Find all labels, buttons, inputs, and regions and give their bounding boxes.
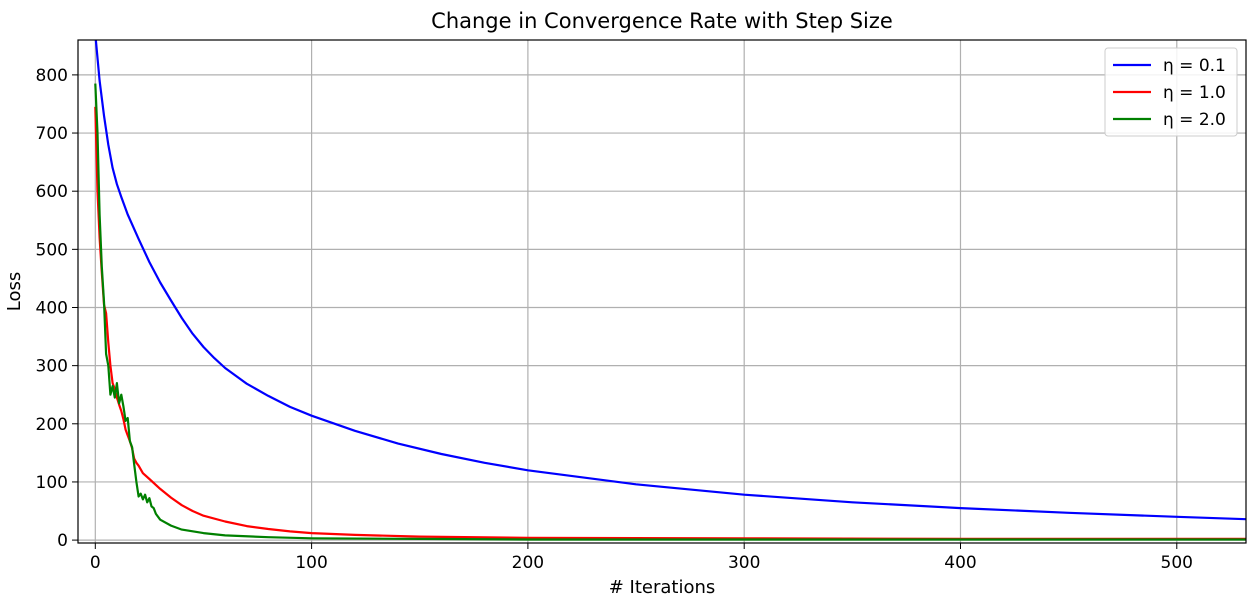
series-lines — [94, 40, 1246, 541]
plot-area-frame — [77, 39, 1247, 544]
legend-label-1: η = 0.1 — [1163, 56, 1226, 76]
y-tick-label: 300 — [36, 357, 68, 377]
legend-label-2: η = 1.0 — [1163, 83, 1226, 103]
x-tick-label: 200 — [512, 553, 544, 573]
legend-label-3: η = 2.0 — [1163, 110, 1226, 130]
x-tick-label: 400 — [944, 553, 976, 573]
y-tick-label: 700 — [36, 124, 68, 144]
y-tick-label: 500 — [36, 240, 68, 260]
y-tick-label: 200 — [36, 415, 68, 435]
x-tick-label: 0 — [90, 553, 101, 573]
y-tick-label: 600 — [36, 182, 68, 202]
x-tick-label: 100 — [295, 553, 327, 573]
y-tick-label: 400 — [36, 298, 68, 318]
series-line-1 — [94, 40, 1246, 521]
chart-title: Change in Convergence Rate with Step Siz… — [431, 9, 893, 33]
y-tick-label: 0 — [57, 531, 68, 551]
grid-lines — [78, 40, 1246, 543]
legend-frame — [1104, 47, 1238, 137]
y-tick-label: 800 — [36, 66, 68, 86]
x-axis-title: # Iterations — [609, 577, 716, 598]
legend: η = 0.1 η = 1.0 η = 2.0 — [1104, 47, 1238, 137]
x-tick-label: 500 — [1161, 553, 1193, 573]
axis-ticks: 0 100 200 300 400 500 0 100 200 300 400 500 600 700 80… — [36, 66, 1193, 573]
x-tick-label: 300 — [728, 553, 760, 573]
series-line-3 — [94, 83, 1246, 541]
series-line-2 — [94, 106, 1246, 540]
y-tick-label: 100 — [36, 473, 68, 493]
y-axis-title: Loss — [4, 272, 25, 311]
